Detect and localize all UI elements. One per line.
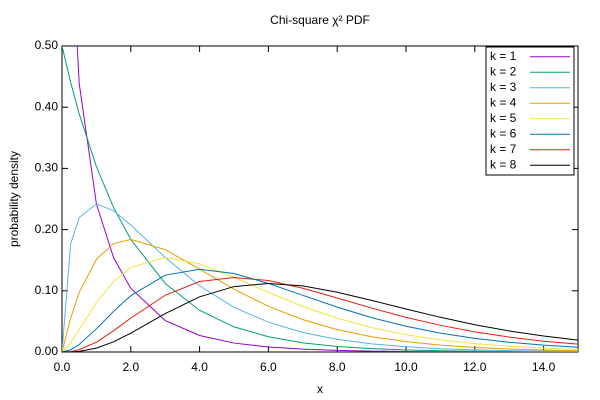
y-tick-label: 0.10	[35, 283, 59, 297]
legend-label: k = 4	[490, 95, 517, 109]
legend-label: k = 7	[490, 142, 517, 156]
x-tick-label: 10.0	[394, 360, 418, 374]
chart-title: Chi-square χ² PDF	[270, 13, 370, 27]
series-line	[62, 203, 578, 352]
legend-label: k = 6	[490, 126, 517, 140]
series-line	[62, 282, 578, 352]
x-tick-label: 14.0	[532, 360, 556, 374]
y-axis-label: probability density	[7, 151, 21, 247]
y-tick-label: 0.30	[35, 161, 59, 175]
legend-box	[485, 46, 575, 176]
series-line	[62, 277, 578, 352]
x-axis-label: x	[317, 382, 323, 396]
series-line	[76, 46, 578, 352]
legend-label: k = 1	[490, 49, 517, 63]
y-tick-label: 0.40	[35, 99, 59, 113]
series-line	[62, 46, 578, 352]
y-tick-label: 0.20	[35, 222, 59, 236]
series-line	[62, 256, 578, 352]
x-tick-label: 6.0	[260, 360, 277, 374]
series-line	[62, 268, 578, 352]
legend-label: k = 2	[490, 64, 517, 78]
series-line	[62, 238, 578, 352]
legend-label: k = 5	[490, 111, 517, 125]
plot-frame	[61, 45, 579, 353]
plot-lines	[62, 46, 578, 352]
x-tick-label: 8.0	[329, 360, 346, 374]
legend-label: k = 8	[490, 157, 517, 171]
y-tick-label: 0.00	[35, 344, 59, 358]
x-tick-label: 2.0	[122, 360, 139, 374]
x-tick-label: 4.0	[191, 360, 208, 374]
y-tick-label: 0.50	[35, 38, 59, 52]
x-tick-label: 12.0	[463, 360, 487, 374]
legend-label: k = 3	[490, 80, 517, 94]
x-tick-label: 0.0	[54, 360, 71, 374]
